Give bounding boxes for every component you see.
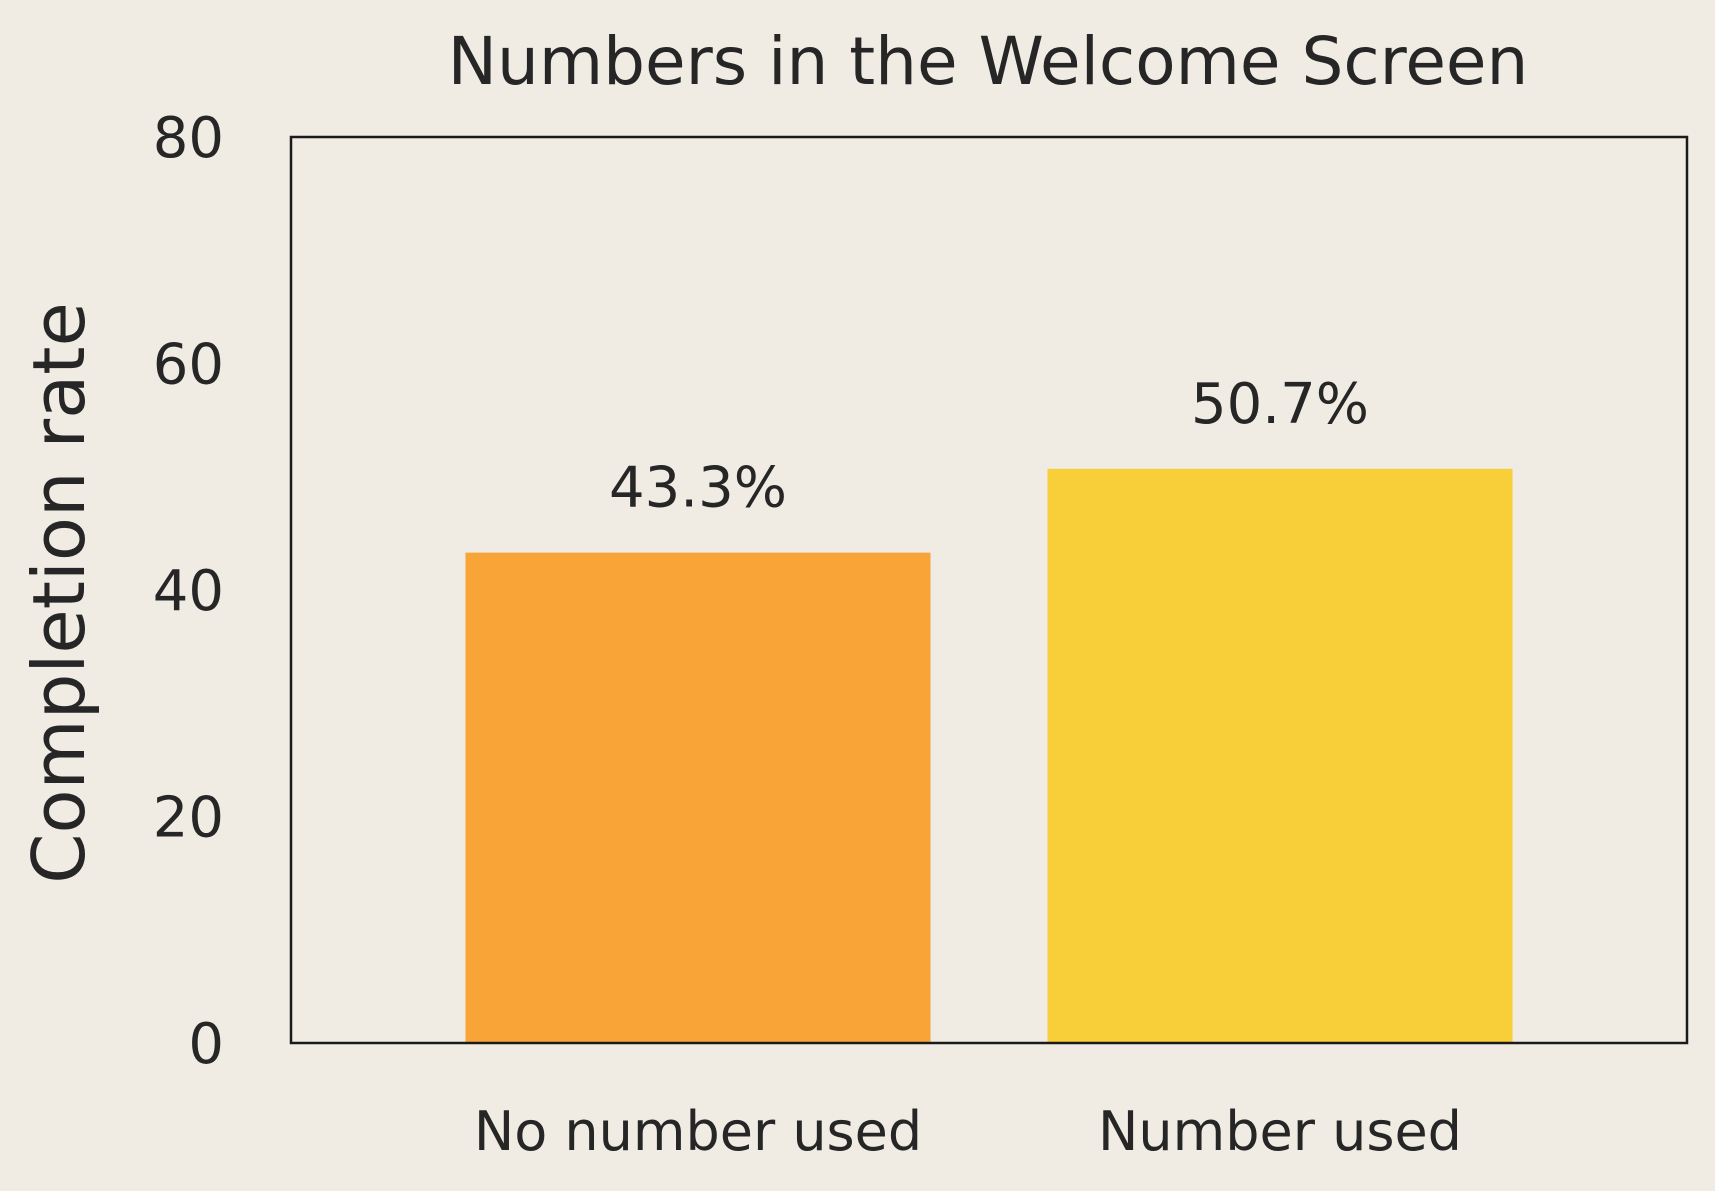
chart-title: Numbers in the Welcome Screen [448, 23, 1529, 100]
bar-value-labels: 43.3% 50.7% [609, 372, 1369, 521]
bar [465, 552, 931, 1043]
y-tick-label: 80 [153, 106, 224, 171]
bar-series [465, 468, 1513, 1043]
y-tick-label: 40 [153, 559, 224, 624]
bar-value-label: 50.7% [1191, 372, 1369, 437]
y-tick-label: 0 [188, 1012, 224, 1077]
x-tick-label: Number used [1098, 1100, 1462, 1163]
y-axis-ticks: 0 20 40 60 80 [153, 106, 224, 1077]
bar [1047, 468, 1513, 1043]
y-axis-label: Completion rate [17, 302, 101, 884]
y-tick-label: 60 [153, 333, 224, 398]
bar-value-label: 43.3% [609, 456, 787, 521]
x-tick-label: No number used [474, 1100, 922, 1163]
y-tick-label: 20 [153, 786, 224, 851]
x-axis-tick-labels: No number used Number used [474, 1100, 1462, 1163]
plot-frame [289, 135, 1689, 1045]
